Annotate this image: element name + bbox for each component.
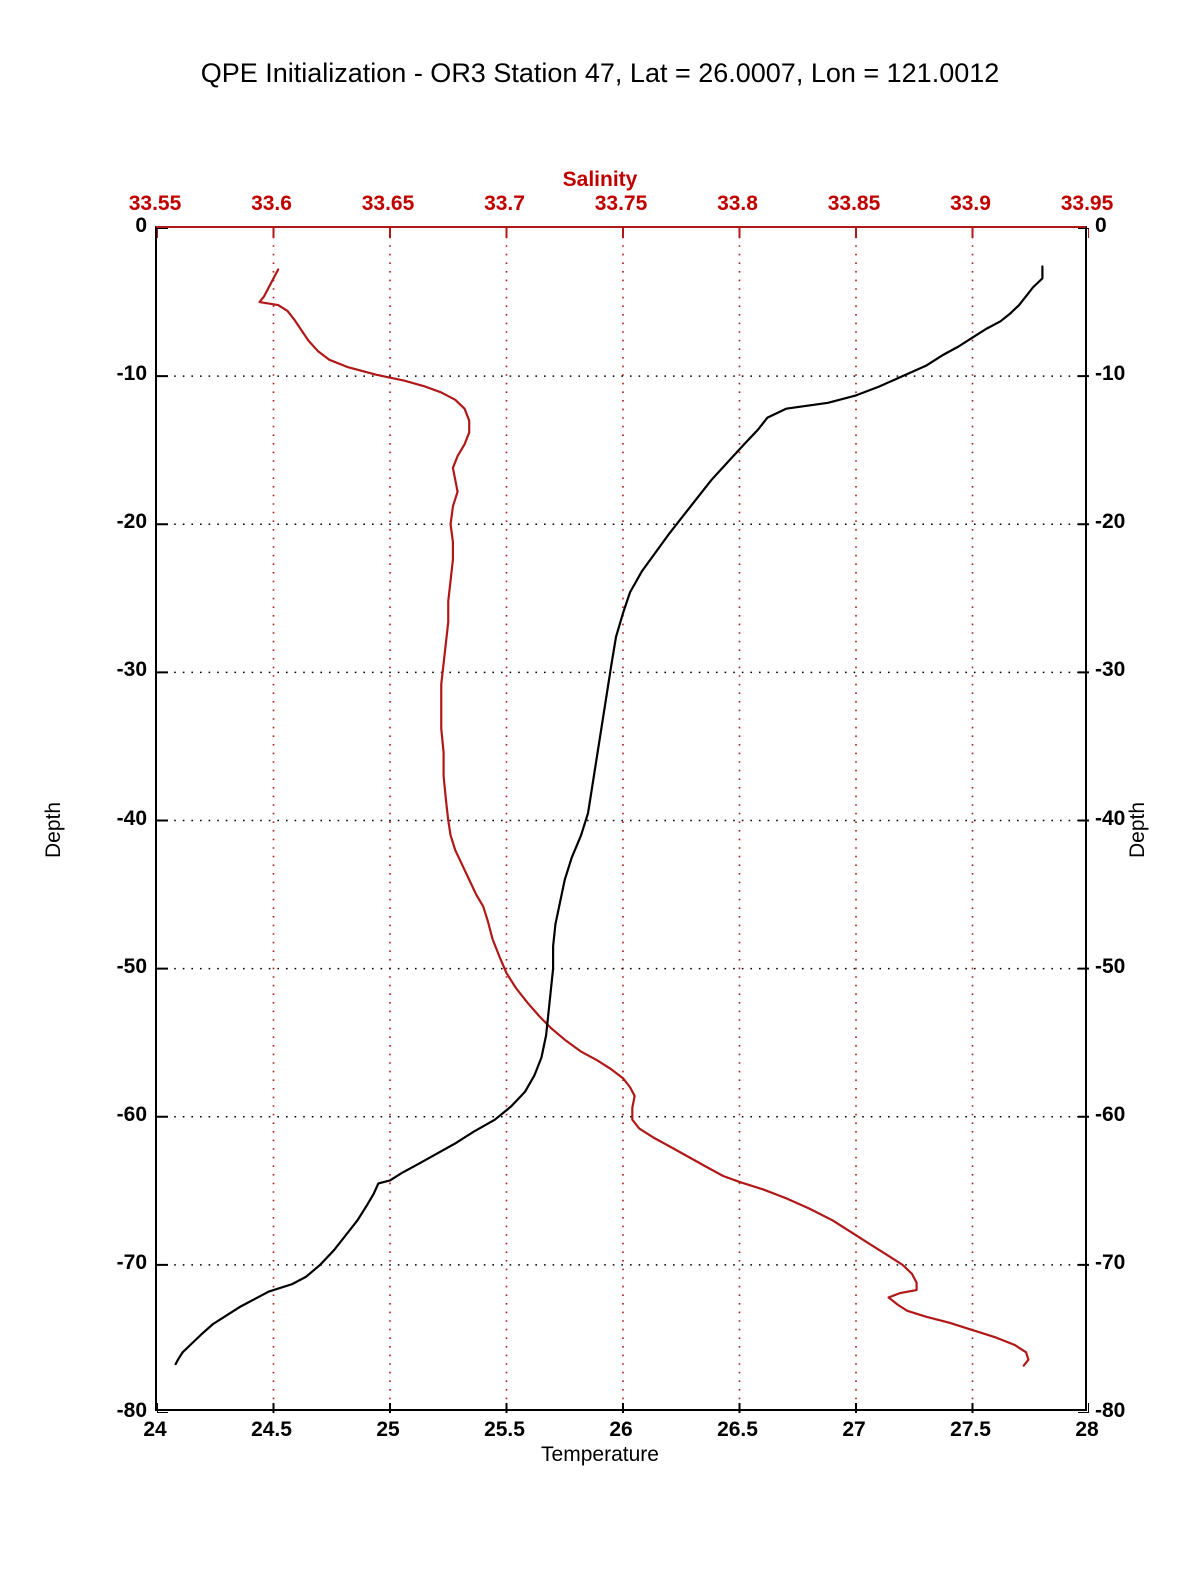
depth-tick-label-right: -60: [1095, 1102, 1126, 1126]
depth-tick-label-left: -50: [116, 954, 147, 978]
salinity-tick-label: 33.6: [251, 192, 292, 215]
temperature-tick-label: 25: [376, 1418, 400, 1441]
depth-tick-label-right: 0: [1095, 214, 1107, 237]
depth-tick-label-left: -30: [116, 658, 147, 682]
depth-tick-label-right: -40: [1095, 806, 1126, 830]
salinity-profile-line: [258, 268, 1030, 1367]
salinity-tick-label: 33.55: [128, 192, 182, 215]
salinity-axis-title: Salinity: [562, 168, 638, 191]
depth-tick-label-left: -20: [116, 510, 147, 534]
axis-tick-marks: [157, 228, 1089, 1413]
temperature-tick-label: 25.5: [484, 1418, 525, 1441]
depth-axis-title-right: Depth: [1126, 801, 1149, 859]
horizontal-gridlines: [157, 375, 1089, 1266]
temperature-profile-line: [174, 265, 1044, 1366]
temperature-tick-label: 28: [1075, 1418, 1099, 1441]
page-title: QPE Initialization - OR3 Station 47, Lat…: [200, 58, 1000, 88]
temperature-tick-label: 24: [143, 1418, 167, 1441]
depth-tick-label-left: -80: [116, 1399, 147, 1422]
profile-plot: [157, 228, 1089, 1413]
temperature-tick-label: 24.5: [251, 1418, 292, 1441]
temperature-tick-label: 26: [609, 1418, 633, 1441]
depth-tick-label-left: 0: [135, 214, 147, 237]
depth-tick-label-right: -70: [1095, 1250, 1126, 1274]
depth-tick-label-left: -70: [116, 1250, 147, 1274]
temperature-tick-label: 26.5: [717, 1418, 758, 1441]
depth-tick-label-left: -60: [116, 1102, 147, 1126]
salinity-tick-label: 33.65: [361, 192, 415, 215]
salinity-tick-label: 33.75: [594, 192, 648, 215]
depth-tick-label-right: -10: [1095, 362, 1126, 386]
salinity-tick-label: 33.85: [827, 192, 881, 215]
plot-area: [155, 226, 1089, 1413]
depth-tick-label-right: -80: [1095, 1399, 1126, 1422]
depth-tick-label-left: -40: [116, 806, 147, 830]
depth-tick-label-right: -30: [1095, 658, 1126, 682]
depth-axis-title-left: Depth: [42, 801, 65, 859]
salinity-tick-label: 33.9: [950, 192, 991, 215]
depth-tick-label-right: -50: [1095, 954, 1126, 978]
depth-tick-label-left: -10: [116, 362, 147, 386]
temperature-axis-title: Temperature: [541, 1443, 659, 1466]
temperature-tick-label: 27: [842, 1418, 866, 1441]
salinity-tick-label: 33.95: [1060, 192, 1114, 215]
depth-tick-label-right: -20: [1095, 510, 1126, 534]
salinity-tick-label: 33.7: [484, 192, 525, 215]
temperature-tick-label: 27.5: [950, 1418, 991, 1441]
salinity-tick-label: 33.8: [717, 192, 758, 215]
